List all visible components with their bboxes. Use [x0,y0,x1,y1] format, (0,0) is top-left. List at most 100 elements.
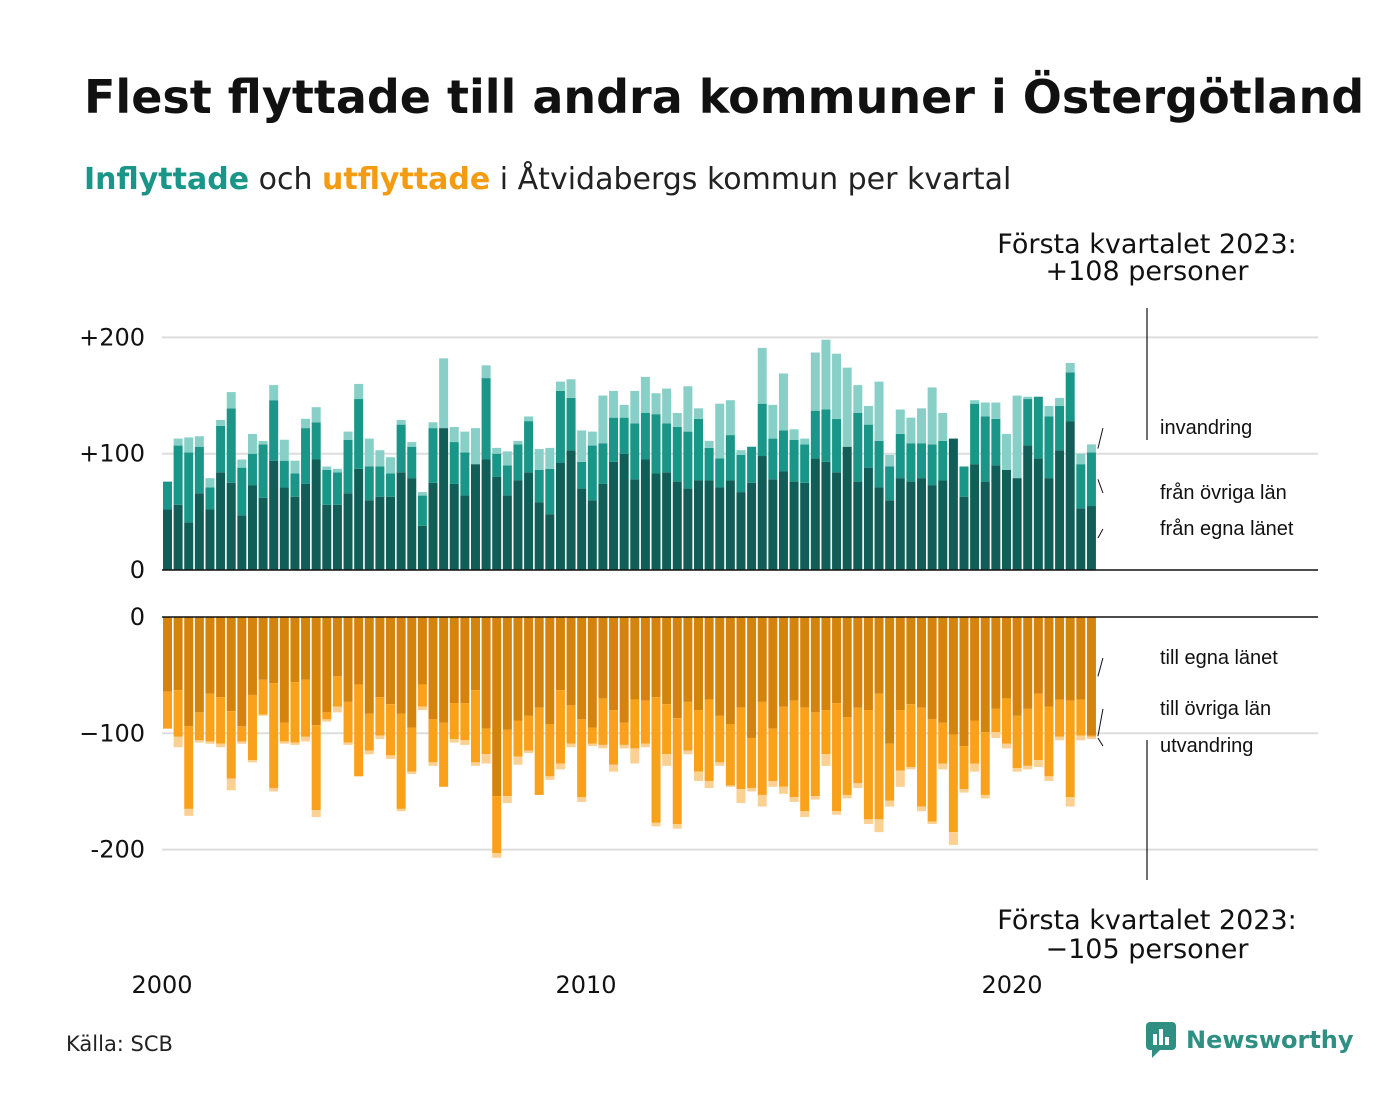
outflow-bar-segment [216,697,225,744]
inflow-bar-segment [503,451,512,465]
inflow-bar-segment [620,454,629,570]
outflow-bar-segment [673,718,682,824]
inflow-bar-segment [928,387,937,444]
outflow-bar-segment [747,617,756,738]
outflow-bar-segment [758,702,767,795]
outflow-bar-segment [280,723,289,742]
outflow-bar-segment [524,617,533,716]
inflow-bar-segment [1055,398,1064,406]
inflow-bar-segment [620,418,629,454]
inflow-bar-segment [896,434,905,478]
outflow-bar-segment [227,711,236,778]
inflow-bar-segment [726,480,735,570]
outflow-bar-segment [397,809,406,811]
outflow-bar-segment [1076,617,1085,700]
outflow-y-tick-label: -200 [91,836,145,864]
outflow-bar-segment [609,710,618,765]
x-tick-label: 2010 [555,971,616,999]
outflow-bar-segment [906,767,915,769]
inflow-bar-segment [991,419,1000,466]
inflow-bar-segment [588,500,597,570]
outflow-bar-segment [365,714,374,751]
inflow-bar-segment [216,426,225,473]
inflow-bar-segment [354,384,363,399]
outflow-bar-segment [747,738,756,788]
outflow-bar-segment [1044,707,1053,777]
outflow-bar-segment [726,786,735,787]
inflow-bar-segment [163,482,172,510]
inflow-bar-segment [248,434,257,454]
outflow-bar-segment [482,729,491,755]
inflow-series-label: invandring [1160,417,1252,439]
outflow-bar-segment [1066,797,1075,806]
inflow-bar-segment [397,420,406,425]
outflow-bar-segment [896,710,905,770]
inflow-bar-segment [885,466,894,500]
inflow-bar-segment [662,389,671,424]
inflow-bar-segment [747,447,756,483]
inflow-bar-segment [567,379,576,398]
outflow-bar-segment [949,734,958,832]
inflow-bar-segment [853,482,862,570]
outflow-bar-segment [768,729,777,781]
inflow-bar-segment [195,436,204,446]
outflow-bar-segment [1087,617,1096,736]
outflow-bar-segment [991,617,1000,709]
inflow-bar-segment [715,404,724,459]
outflow-bar-segment [1076,700,1085,736]
outflow-bar-segment [354,684,363,776]
inflow-bar-segment [365,466,374,500]
outflow-bar-segment [216,744,225,747]
outflow-bar-segment [439,617,448,723]
inflow-bar-segment [673,413,682,427]
outflow-bar-segment [237,726,246,741]
outflow-bar-segment [1087,737,1096,739]
outflow-bar-segment [1076,736,1085,741]
inflow-bar-segment [768,439,777,480]
outflow-bar-segment [1034,760,1043,767]
outflow-bar-segment [1023,766,1032,769]
outflow-bar-segment [184,726,193,809]
inflow-bar-segment [535,503,544,570]
inflow-bar-segment [588,432,597,446]
inflow-bar-segment [482,460,491,570]
inflow-bar-segment [652,473,661,570]
outflow-bar-segment [269,683,278,788]
outflow-bar-segment [513,757,522,765]
outflow-bar-segment [195,740,204,742]
outflow-series-label: till egna länet [1160,647,1278,669]
inflow-bar-segment [811,411,820,459]
inflow-bar-segment [758,404,767,456]
outflow-bar-segment [407,772,416,774]
inflow-bar-segment [970,404,979,464]
outflow-bar-segment [800,617,809,708]
inflow-bar-segment [227,483,236,570]
inflow-label-leader [1098,479,1103,493]
inflow-bar-segment [429,483,438,570]
inflow-bar-segment [790,440,799,482]
inflow-bar-segment [460,453,469,496]
outflow-bar-segment [1034,617,1043,694]
outflow-bar-segment [843,717,852,795]
inflow-bar-segment [407,478,416,570]
inflow-bar-segment [683,386,692,431]
outflow-bar-segment [779,617,788,707]
outflow-bar-segment [736,617,745,708]
outflow-label-leader [1098,709,1103,736]
inflow-bar-segment [1034,397,1043,459]
inflow-bar-segment [567,450,576,570]
inflow-bar-segment [705,480,714,570]
inflow-bar-segment [779,430,788,471]
inflow-bar-segment [492,454,501,477]
inflow-bar-segment [418,526,427,570]
inflow-bar-segment [163,510,172,570]
outflow-bar-segment [747,788,756,791]
outflow-bar-segment [673,617,682,718]
inflow-bar-segment [174,505,183,570]
outflow-bar-segment [970,721,979,764]
outflow-bar-segment [354,617,363,684]
inflow-bar-segment [1055,406,1064,450]
outflow-bar-segment [981,732,990,795]
inflow-bar-segment [875,487,884,570]
inflow-bar-segment [184,437,193,452]
